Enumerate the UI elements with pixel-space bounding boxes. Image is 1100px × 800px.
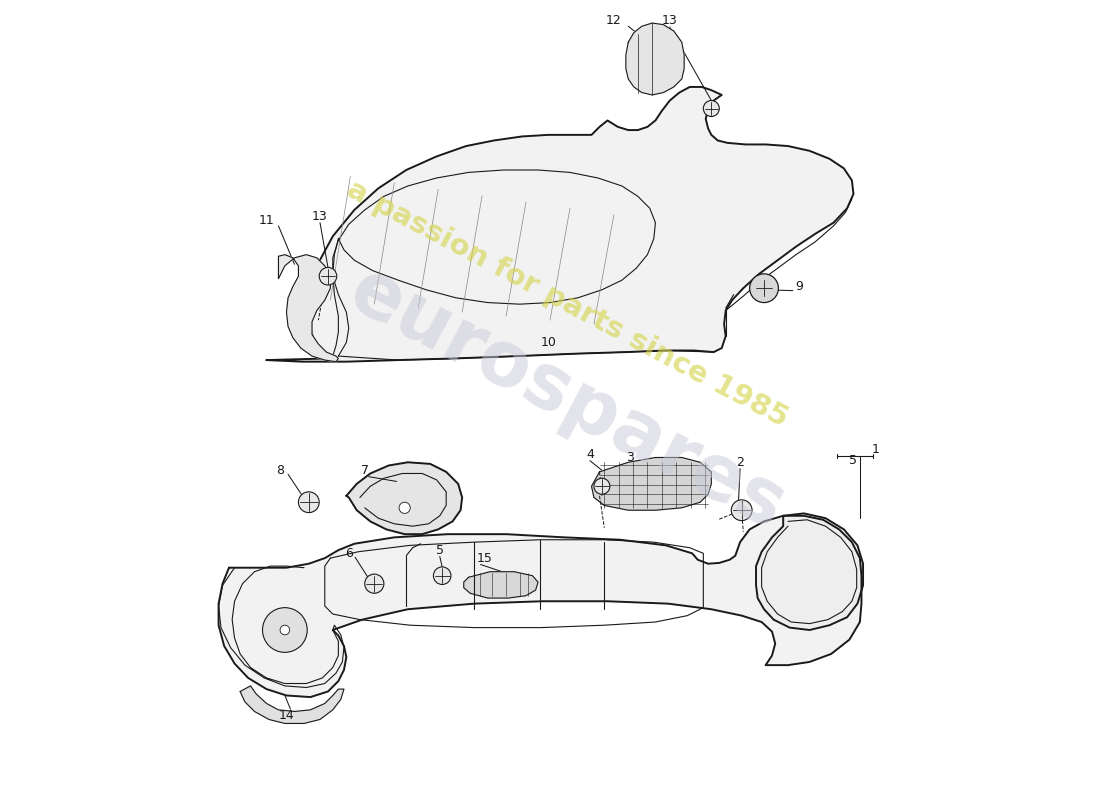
Text: 8: 8 xyxy=(276,464,284,477)
Text: 13: 13 xyxy=(312,210,328,223)
Text: 3: 3 xyxy=(626,451,634,464)
Text: 10: 10 xyxy=(540,336,557,349)
Polygon shape xyxy=(278,254,339,362)
Text: 7: 7 xyxy=(361,464,368,477)
Polygon shape xyxy=(266,87,854,362)
Circle shape xyxy=(298,492,319,513)
Text: 2: 2 xyxy=(736,456,744,469)
Text: 14: 14 xyxy=(278,709,295,722)
Circle shape xyxy=(280,626,289,634)
Text: 11: 11 xyxy=(258,214,274,227)
Polygon shape xyxy=(464,572,538,598)
Text: 12: 12 xyxy=(606,14,621,27)
Text: 5: 5 xyxy=(849,454,858,467)
Circle shape xyxy=(433,567,451,585)
Polygon shape xyxy=(346,462,462,534)
Text: 13: 13 xyxy=(662,14,678,27)
Text: 15: 15 xyxy=(476,552,493,565)
Circle shape xyxy=(399,502,410,514)
Polygon shape xyxy=(219,516,861,697)
Circle shape xyxy=(703,101,719,117)
Text: eurospares: eurospares xyxy=(337,254,799,546)
Text: 1: 1 xyxy=(872,443,880,456)
Circle shape xyxy=(732,500,752,521)
Polygon shape xyxy=(592,458,712,510)
Circle shape xyxy=(750,274,779,302)
Circle shape xyxy=(263,608,307,652)
Circle shape xyxy=(594,478,609,494)
Text: 5: 5 xyxy=(436,544,443,557)
Polygon shape xyxy=(240,686,344,723)
Text: 4: 4 xyxy=(586,448,594,461)
Text: 6: 6 xyxy=(344,547,353,560)
Text: a passion for parts since 1985: a passion for parts since 1985 xyxy=(342,175,793,433)
Circle shape xyxy=(319,267,337,285)
Polygon shape xyxy=(756,514,864,630)
Text: 9: 9 xyxy=(795,280,803,293)
Circle shape xyxy=(365,574,384,594)
Polygon shape xyxy=(626,23,684,95)
